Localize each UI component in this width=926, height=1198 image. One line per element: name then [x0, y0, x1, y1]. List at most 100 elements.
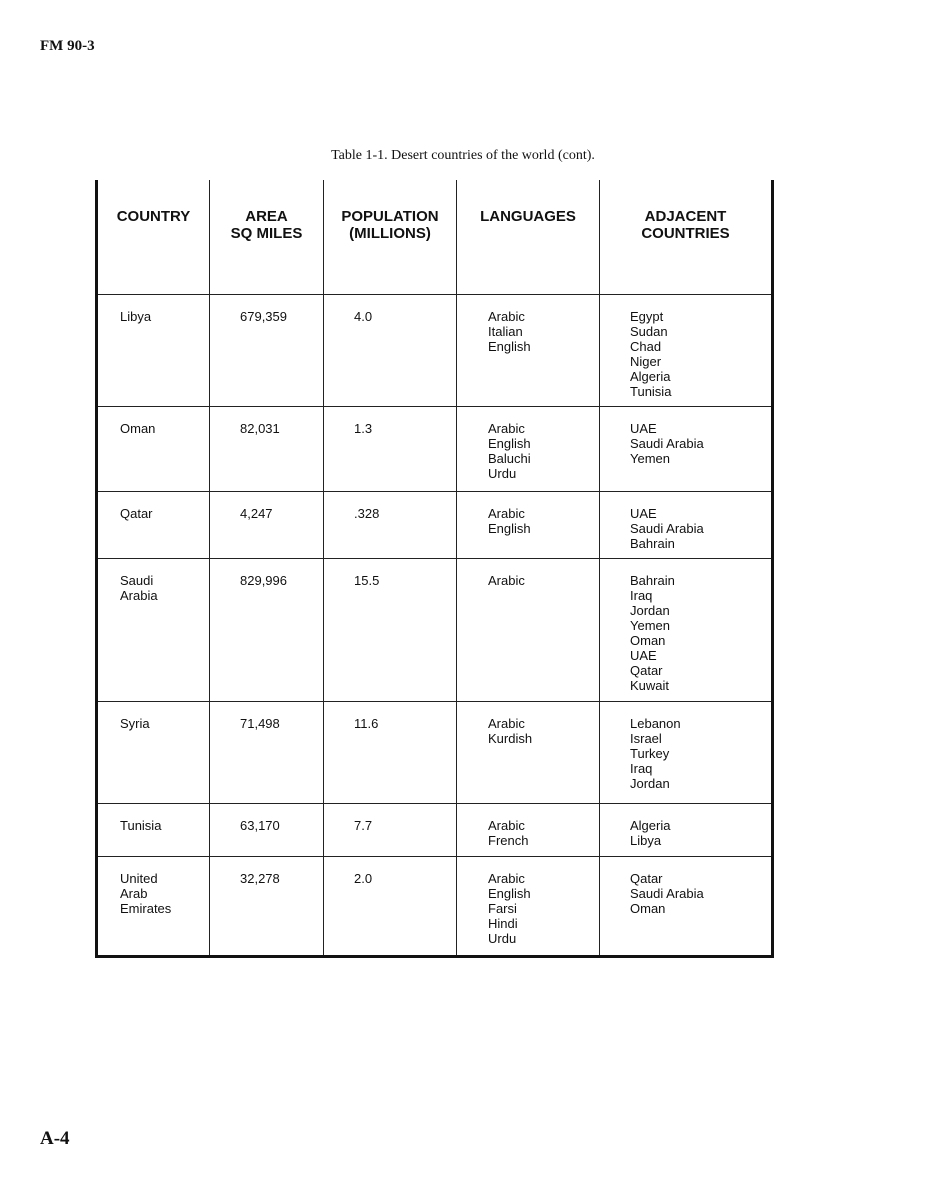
cell-adjacent: Qatar Saudi Arabia Oman [599, 856, 773, 957]
country-line: Syria [120, 716, 150, 731]
languages-line: Arabic [488, 573, 525, 588]
cell-country: Qatar [96, 491, 210, 559]
adjacent-line: Jordan [630, 603, 670, 618]
cell-languages: Arabic Kurdish [456, 701, 600, 804]
adjacent-line: Libya [630, 833, 662, 848]
country-line: United [120, 871, 158, 886]
page-number: A-4 [40, 1128, 70, 1149]
adjacent-line: Iraq [630, 588, 653, 603]
adjacent-line: Yemen [630, 618, 670, 633]
languages-line: French [488, 833, 529, 848]
adjacent-line: Lebanon [630, 716, 681, 731]
cell-country: Syria [96, 701, 210, 804]
cell-area: 82,031 [209, 406, 324, 492]
table-row: United Arab Emirates 32,278 2.0 Arabic English… [96, 856, 773, 957]
adjacent-line: Tunisia [630, 384, 672, 399]
adjacent-line: Saudi Arabia [630, 521, 704, 536]
cell-country: Oman [96, 406, 210, 492]
adjacent-line: Chad [630, 339, 662, 354]
adjacent-line: Egypt [630, 309, 664, 324]
country-line: Tunisia [120, 818, 162, 833]
adjacent-line: Iraq [630, 761, 653, 776]
cell-area: 32,278 [209, 856, 324, 957]
adjacent-line: Algeria [630, 369, 671, 384]
country-line: Emirates [120, 901, 172, 916]
cell-area: 829,996 [209, 558, 324, 702]
adjacent-line: UAE [630, 506, 657, 521]
cell-country: Saudi Arabia [96, 558, 210, 702]
adjacent-line: Niger [630, 354, 662, 369]
languages-line: Kurdish [488, 731, 533, 746]
adjacent-line: Algeria [630, 818, 671, 833]
cell-population: 7.7 [323, 803, 457, 857]
document-id: FM 90-3 [40, 38, 95, 54]
table-row: Syria 71,498 11.6 Arabic Kurdish Lebanon Israe… [96, 701, 773, 804]
languages-line: English [488, 339, 531, 354]
languages-line: Farsi [488, 901, 517, 916]
cell-country: Libya [96, 294, 210, 407]
cell-adjacent: Algeria Libya [599, 803, 773, 857]
languages-line: Arabic [488, 309, 525, 324]
languages-line: English [488, 886, 531, 901]
country-line: Qatar [120, 506, 153, 521]
cell-languages: Arabic Italian English [456, 294, 600, 407]
adjacent-line: Oman [630, 633, 666, 648]
country-line: Arab [120, 886, 148, 901]
cell-languages: Arabic English Farsi Hindi Urdu [456, 856, 600, 957]
cell-population: .328 [323, 491, 457, 559]
adjacent-line: Saudi Arabia [630, 886, 704, 901]
column-header-country: COUNTRY [96, 180, 210, 295]
country-line: Libya [120, 309, 152, 324]
languages-line: Arabic [488, 716, 525, 731]
cell-languages: Arabic French [456, 803, 600, 857]
cell-area: 4,247 [209, 491, 324, 559]
cell-adjacent: Egypt Sudan Chad Niger Algeria Tunisia [599, 294, 773, 407]
languages-line: Urdu [488, 466, 517, 481]
country-line: Arabia [120, 588, 158, 603]
adjacent-line: Israel [630, 731, 662, 746]
languages-line: Arabic [488, 421, 525, 436]
adjacent-line: UAE [630, 421, 657, 436]
adjacent-line: Jordan [630, 776, 670, 791]
header-row: COUNTRY AREA SQ MILES POPULATION (MILLIONS… [96, 180, 773, 295]
cell-population: 11.6 [323, 701, 457, 804]
languages-line: Arabic [488, 871, 525, 886]
adjacent-line: UAE [630, 648, 657, 663]
adjacent-line: Qatar [630, 871, 663, 886]
desert-countries-table: COUNTRY AREA SQ MILES POPULATION (MILLIONS… [95, 180, 774, 958]
cell-languages: Arabic [456, 558, 600, 702]
languages-line: Arabic [488, 506, 525, 521]
languages-line: Baluchi [488, 451, 531, 466]
cell-area: 71,498 [209, 701, 324, 804]
languages-line: Hindi [488, 916, 518, 931]
cell-population: 1.3 [323, 406, 457, 492]
cell-country: Tunisia [96, 803, 210, 857]
adjacent-line: Yemen [630, 451, 670, 466]
adjacent-line: Sudan [630, 324, 668, 339]
cell-adjacent: Bahrain Iraq Jordan Yemen Oman UAE Qatar Kuwait [599, 558, 773, 702]
cell-languages: Arabic English [456, 491, 600, 559]
cell-languages: Arabic English Baluchi Urdu [456, 406, 600, 492]
adjacent-line: Bahrain [630, 536, 675, 551]
country-line: Saudi [120, 573, 154, 588]
table-row: Tunisia 63,170 7.7 Arabic French Algeria Libya [96, 803, 773, 857]
adjacent-line: Bahrain [630, 573, 675, 588]
table-row: Saudi Arabia 829,996 15.5 Arabic Bahrain Iraq J… [96, 558, 773, 702]
column-header-population: POPULATION (MILLIONS) [323, 180, 457, 295]
adjacent-line: Qatar [630, 663, 663, 678]
adjacent-line: Saudi Arabia [630, 436, 704, 451]
adjacent-line: Oman [630, 901, 666, 916]
languages-line: Arabic [488, 818, 525, 833]
languages-line: English [488, 436, 531, 451]
column-header-adjacent: ADJACENT COUNTRIES [599, 180, 773, 295]
cell-population: 15.5 [323, 558, 457, 702]
cell-adjacent: UAE Saudi Arabia Yemen [599, 406, 773, 492]
table-row: Libya 679,359 4.0 Arabic Italian English Egypt… [96, 294, 773, 407]
cell-adjacent: Lebanon Israel Turkey Iraq Jordan [599, 701, 773, 804]
languages-line: Italian [488, 324, 523, 339]
cell-population: 4.0 [323, 294, 457, 407]
table-row: Qatar 4,247.328 Arabic English UAE Saudi Arab… [96, 491, 773, 559]
adjacent-line: Turkey [630, 746, 670, 761]
cell-area: 63,170 [209, 803, 324, 857]
cell-country: United Arab Emirates [96, 856, 210, 957]
